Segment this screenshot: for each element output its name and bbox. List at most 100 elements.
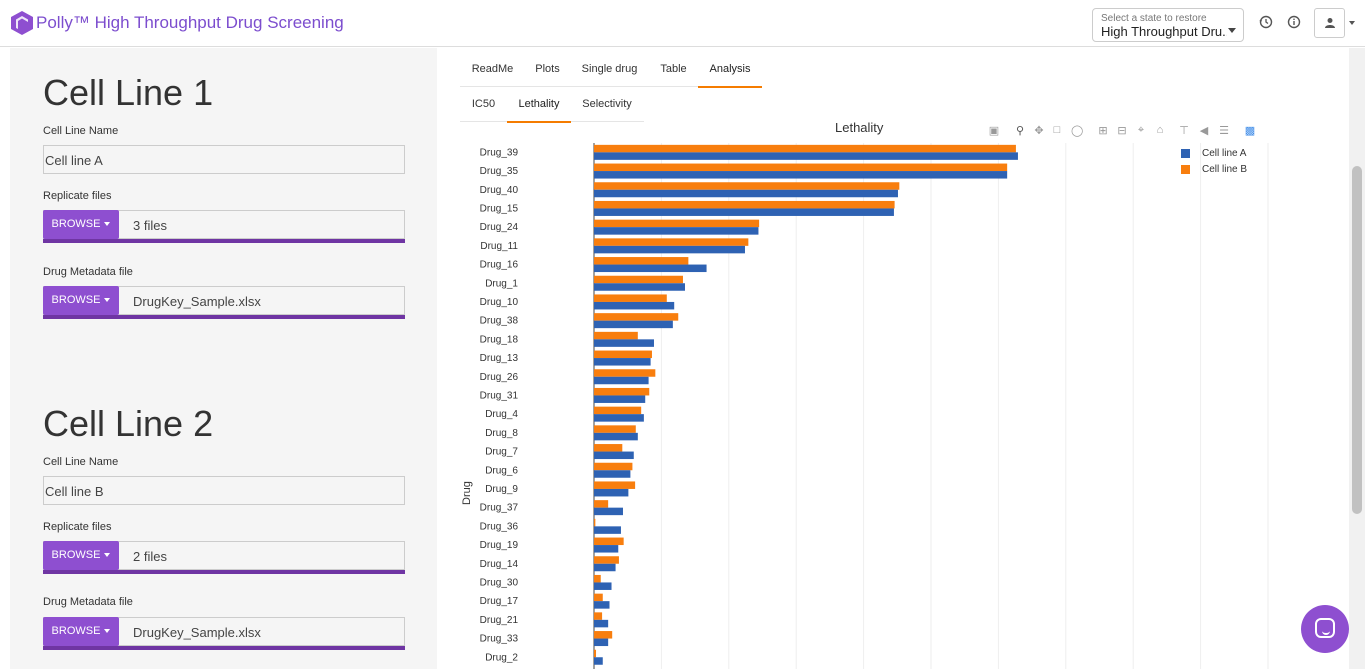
camera-icon[interactable]: ▣ <box>988 125 1000 137</box>
bar-cell-line-b <box>594 144 1016 153</box>
upload-progress-bar <box>43 239 405 243</box>
bar-cell-line-a <box>594 320 673 329</box>
y-tick-label: Drug_14 <box>480 559 519 570</box>
tab-selectivity[interactable]: Selectivity <box>582 98 632 110</box>
bar-cell-line-a <box>594 301 675 310</box>
chevron-down-icon[interactable] <box>1349 21 1355 25</box>
pan-icon[interactable]: ✥ <box>1034 125 1044 137</box>
bar-cell-line-b <box>594 313 679 321</box>
state-select-label: Select a state to restore <box>1101 13 1207 24</box>
bar-cell-line-a <box>594 227 759 235</box>
bar-cell-line-b <box>594 182 900 190</box>
info-icon[interactable] <box>1286 14 1302 30</box>
bar-cell-line-a <box>594 451 634 460</box>
browse-label: BROWSE <box>51 549 101 561</box>
bar-cell-line-b <box>594 275 683 284</box>
plotly-logo-icon[interactable]: ▩ <box>1244 125 1256 137</box>
cell-line-2-metadata-upload: DrugKey_Sample.xlsx BROWSE <box>43 617 405 650</box>
cell-line-2-name-input[interactable]: Cell line B <box>43 476 405 505</box>
bar-cell-line-a <box>594 395 646 403</box>
cell-line-1-name-input[interactable]: Cell line A <box>43 145 405 174</box>
bar-cell-line-b <box>594 500 609 508</box>
tab-table[interactable]: Table <box>660 63 687 75</box>
y-tick-label: Drug_30 <box>480 577 519 588</box>
metadata-file-value: DrugKey_Sample.xlsx <box>133 625 261 640</box>
bar-cell-line-a <box>594 358 651 366</box>
browse-metadata-button[interactable]: BROWSE <box>43 617 119 646</box>
y-tick-label: Drug_16 <box>480 260 519 271</box>
cell-line-name-label: Cell Line Name <box>43 456 119 468</box>
bar-cell-line-a <box>594 414 644 422</box>
bar-cell-line-a <box>594 488 629 497</box>
user-menu-button[interactable] <box>1314 8 1345 38</box>
y-tick-label: Drug_2 <box>485 652 518 663</box>
bar-cell-line-b <box>594 294 667 302</box>
bar-cell-line-a <box>594 432 638 441</box>
y-tick-label: Drug_38 <box>480 316 519 327</box>
bar-cell-line-a <box>594 264 707 273</box>
replicate-files-label: Replicate files <box>43 521 112 533</box>
bar-cell-line-b <box>594 631 613 639</box>
tab-plots[interactable]: Plots <box>535 63 560 75</box>
box-select-icon[interactable]: □ <box>1053 124 1061 136</box>
polly-logo-icon <box>11 11 33 35</box>
drug-metadata-label: Drug Metadata file <box>43 596 133 608</box>
bar-cell-line-b <box>594 444 623 452</box>
zoom-in-icon[interactable]: ⊞ <box>1098 125 1108 137</box>
chart-title: Lethality <box>835 120 884 135</box>
y-tick-label: Drug_39 <box>480 147 519 158</box>
bar-cell-line-b <box>594 257 689 265</box>
bar-cell-line-b <box>594 369 656 377</box>
y-tick-label: Drug_19 <box>480 540 519 551</box>
cell-line-1-metadata-upload: DrugKey_Sample.xlsx BROWSE <box>43 286 405 319</box>
y-tick-label: Drug_36 <box>480 521 519 532</box>
hover-closest-icon[interactable]: ◀ <box>1199 125 1209 137</box>
bar-cell-line-a <box>594 545 619 553</box>
spike-lines-icon[interactable]: ⊤ <box>1179 125 1189 137</box>
bar-cell-line-a <box>594 339 654 347</box>
y-tick-label: Drug_4 <box>485 409 518 420</box>
chat-launcher-button[interactable] <box>1301 605 1349 653</box>
bar-cell-line-a <box>594 638 609 647</box>
lasso-select-icon[interactable]: ◯ <box>1071 125 1084 137</box>
bar-cell-line-a <box>594 657 603 665</box>
cell-line-1-title: Cell Line 1 <box>43 72 214 113</box>
y-tick-label: Drug_17 <box>480 596 519 607</box>
legend-label-b: Cell line B <box>1202 164 1248 175</box>
browse-metadata-button[interactable]: BROWSE <box>43 286 119 315</box>
browse-replicate-button[interactable]: BROWSE <box>43 541 119 570</box>
browse-replicate-button[interactable]: BROWSE <box>43 210 119 239</box>
bar-cell-line-a <box>594 245 745 254</box>
cell-line-2-title: Cell Line 2 <box>43 403 214 444</box>
history-icon[interactable] <box>1258 14 1274 30</box>
hover-compare-icon[interactable]: ☰ <box>1219 125 1229 137</box>
bar-cell-line-b <box>594 556 619 564</box>
state-restore-select[interactable]: Select a state to restore High Throughpu… <box>1092 8 1244 42</box>
bar-cell-line-a <box>594 563 616 572</box>
reset-axes-icon[interactable]: ⌂ <box>1156 124 1164 136</box>
replicate-files-value: 2 files <box>133 549 167 564</box>
bar-cell-line-a <box>594 470 631 478</box>
bar-cell-line-a <box>594 283 685 291</box>
chart-plot-area: Drug_39 Drug_35 Drug_40 Drug_15 Drug_24 Drug_… <box>480 143 1269 669</box>
bar-cell-line-b <box>594 518 596 527</box>
app-title: Polly™ High Throughput Drug Screening <box>36 13 344 32</box>
bar-cell-line-b <box>594 425 636 433</box>
bar-cell-line-b <box>594 387 650 396</box>
tab-lethality[interactable]: Lethality <box>507 90 571 123</box>
tab-ic50[interactable]: IC50 <box>471 98 496 110</box>
bar-cell-line-a <box>594 582 612 590</box>
autoscale-icon[interactable]: ⌖ <box>1137 124 1145 136</box>
tab-analysis[interactable]: Analysis <box>698 55 762 88</box>
y-tick-label: Drug_21 <box>480 615 519 626</box>
scrollbar-thumb[interactable] <box>1352 166 1362 514</box>
y-tick-label: Drug_8 <box>485 428 518 439</box>
y-tick-label: Drug_33 <box>480 634 519 645</box>
upload-progress-bar <box>43 570 405 574</box>
tab-readme[interactable]: ReadMe <box>471 63 514 75</box>
zoom-icon[interactable]: ⚲ <box>1015 125 1025 137</box>
zoom-out-icon[interactable]: ⊟ <box>1117 125 1127 137</box>
browse-label: BROWSE <box>51 294 101 306</box>
bar-cell-line-b <box>594 593 603 602</box>
tab-single-drug[interactable]: Single drug <box>581 63 638 75</box>
